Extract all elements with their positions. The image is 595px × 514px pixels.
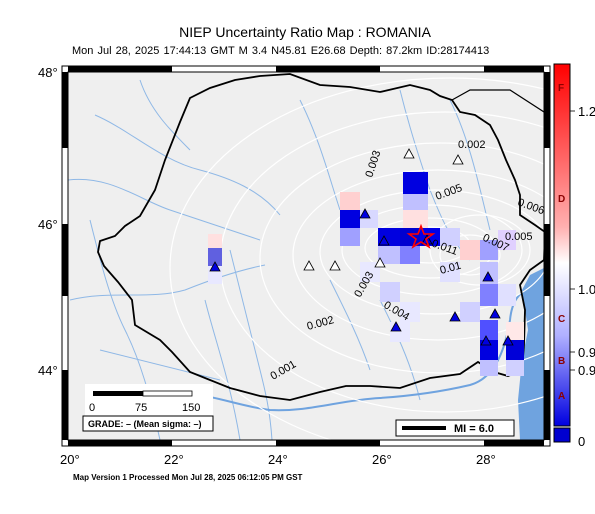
colorbar-value: 0 [578, 434, 585, 449]
lon-label-26: 26° [372, 452, 392, 467]
grade-letter-c: C [558, 314, 565, 325]
colorbar-value: 0.9 [578, 363, 595, 378]
lat-label-46: 46° [38, 217, 58, 232]
grade-letter-d: D [558, 194, 565, 205]
lat-label-48: 48° [38, 65, 58, 80]
colorbar: F D C B A 1.2 1.0 0.9 0.9 0 [554, 64, 595, 449]
grade-text: GRADE: – (Mean sigma: –) [88, 419, 202, 429]
lon-label-28: 28° [476, 452, 496, 467]
colorbar-gradient [554, 64, 570, 426]
grade-letter-a: A [558, 391, 565, 402]
contour-label: 0.005 [505, 231, 533, 243]
scale-label-150: 150 [182, 402, 200, 414]
lon-label-20: 20° [60, 452, 80, 467]
grade-letter-b: B [558, 356, 565, 367]
mi-legend: MI = 6.0 [396, 420, 514, 436]
lon-label-24: 24° [268, 452, 288, 467]
contour-label: 0.002 [458, 139, 486, 151]
colorbar-value: 1.2 [578, 104, 595, 119]
mi-label: MI = 6.0 [454, 423, 494, 435]
lat-label-44: 44° [38, 363, 58, 378]
colorbar-value: 0.9 [578, 345, 595, 360]
colorbar-min-swatch [554, 428, 570, 442]
map-footer: Map Version 1 Processed Mon Jul 28, 2025… [73, 473, 302, 482]
lon-label-22: 22° [164, 452, 184, 467]
colorbar-value: 1.0 [578, 282, 595, 297]
scale-label-75: 75 [135, 402, 147, 414]
grade-letter-f: F [558, 83, 564, 94]
scale-label-0: 0 [89, 402, 95, 414]
grade-box: GRADE: – (Mean sigma: –) [83, 416, 213, 431]
